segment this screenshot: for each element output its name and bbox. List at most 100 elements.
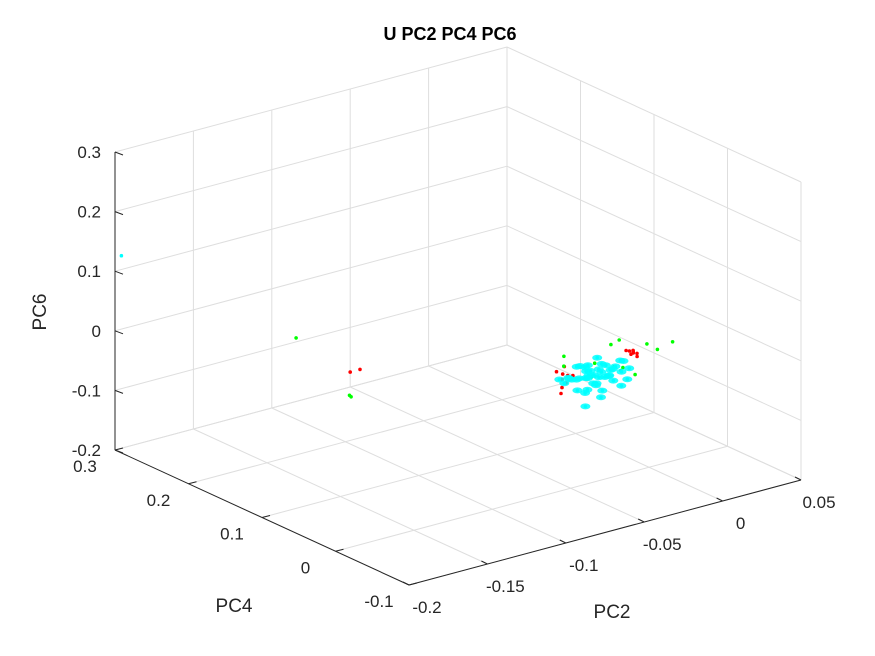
y-tick-label: 0.3 xyxy=(73,457,97,476)
z-tick-mark xyxy=(114,211,124,216)
data-point xyxy=(655,347,660,352)
data-point-cluster xyxy=(593,366,604,373)
data-point xyxy=(635,354,639,359)
grid-line-z-backwall xyxy=(114,46,508,153)
y-tick-label: 0.2 xyxy=(147,491,171,510)
data-point xyxy=(349,395,353,399)
grid-line-z-sidewall xyxy=(506,46,802,183)
z-tick-mark xyxy=(114,151,124,156)
data-point xyxy=(119,253,124,258)
y-tick-mark xyxy=(114,447,124,451)
x-tick-label: 0 xyxy=(736,514,745,533)
data-point-cluster xyxy=(624,365,635,372)
x-tick-mark xyxy=(402,581,410,586)
y-tick-mark xyxy=(335,548,344,552)
data-point xyxy=(560,385,564,390)
data-point-cluster xyxy=(582,375,593,382)
x-tick-label: -0.05 xyxy=(643,535,682,554)
z-tick-mark xyxy=(114,449,124,454)
grid-line-z-backwall xyxy=(114,165,508,272)
x-tick-label: -0.15 xyxy=(486,577,525,596)
data-point-cluster xyxy=(618,358,629,364)
z-tick-label: 0.3 xyxy=(77,143,101,162)
data-point xyxy=(633,372,637,377)
x-tick-label: 0.05 xyxy=(802,493,835,512)
data-point xyxy=(559,391,563,396)
z-tick-label: -0.2 xyxy=(72,441,101,460)
data-point xyxy=(617,338,621,342)
data-points xyxy=(119,253,675,410)
x-tick-mark xyxy=(559,539,567,544)
grid-line-y-floor xyxy=(188,378,581,485)
grid-line-z-sidewall xyxy=(506,225,802,362)
z-tick-mark xyxy=(114,330,124,335)
grid-line-z-sidewall xyxy=(506,106,802,243)
data-point-cluster xyxy=(597,387,608,394)
data-point xyxy=(348,370,353,374)
data-point xyxy=(562,354,566,359)
data-point-cluster xyxy=(616,368,627,375)
data-point xyxy=(554,369,559,374)
chart-title: U PC2 PC4 PC6 xyxy=(383,24,516,44)
grid-line-z-backwall xyxy=(114,284,508,391)
x-tick-mark xyxy=(794,476,802,481)
data-point xyxy=(635,351,639,356)
x-axis-label: PC2 xyxy=(594,602,631,623)
data-point xyxy=(358,367,362,372)
y-tick-label: 0 xyxy=(301,558,310,577)
y-tick-mark xyxy=(261,515,271,518)
data-point-cluster xyxy=(616,382,627,389)
data-point xyxy=(621,365,625,370)
y-tick-mark xyxy=(408,582,418,586)
grid-line-z-sidewall xyxy=(506,344,802,481)
data-point xyxy=(562,364,566,369)
y-tick-mark xyxy=(188,481,197,485)
z-tick-mark xyxy=(114,389,124,394)
data-point-cluster xyxy=(571,363,582,370)
data-point-cluster xyxy=(607,366,618,372)
y-tick-label: 0.1 xyxy=(220,525,244,544)
data-point-cluster xyxy=(622,376,633,383)
data-point-cluster xyxy=(559,380,570,387)
grid-line-z-backwall xyxy=(114,106,508,213)
grid-line-y-floor xyxy=(261,412,655,518)
data-point xyxy=(592,361,597,366)
data-point xyxy=(624,348,628,353)
grid-line-z-sidewall xyxy=(506,165,802,302)
z-axis-label: PC6 xyxy=(30,294,51,331)
data-point-cluster xyxy=(564,375,575,382)
data-point-cluster xyxy=(591,382,601,389)
grid-line-z-sidewall xyxy=(506,284,802,421)
z-tick-label: -0.1 xyxy=(72,381,101,400)
z-tick-label: 0 xyxy=(92,322,101,341)
x-tick-label: -0.1 xyxy=(569,556,598,575)
data-point-cluster xyxy=(599,374,610,380)
data-point xyxy=(560,372,565,376)
z-tick-label: 0.2 xyxy=(77,203,101,222)
x-tick-label: -0.2 xyxy=(412,598,441,617)
data-point xyxy=(294,336,298,340)
x-tick-mark xyxy=(716,497,723,502)
data-point-cluster xyxy=(580,390,591,396)
grid-lines xyxy=(114,46,802,586)
data-point xyxy=(627,349,632,353)
x-tick-mark xyxy=(637,518,645,523)
data-point xyxy=(645,342,649,346)
data-point-cluster xyxy=(580,403,591,410)
z-tick-label: 0.1 xyxy=(77,262,101,281)
data-point-cluster xyxy=(574,375,585,382)
data-point-cluster xyxy=(592,354,603,361)
axes xyxy=(114,151,802,586)
data-point xyxy=(609,342,613,347)
data-point xyxy=(670,340,675,344)
data-point-cluster xyxy=(596,394,606,401)
data-point-cluster xyxy=(580,364,590,371)
grid-line-y-floor xyxy=(335,445,728,552)
data-point xyxy=(631,348,635,353)
data-point-cluster xyxy=(608,377,619,384)
y-axis-label: PC4 xyxy=(216,596,253,617)
grid-line-z-backwall xyxy=(114,225,508,332)
data-point-cluster xyxy=(600,362,611,369)
data-point xyxy=(629,352,633,357)
